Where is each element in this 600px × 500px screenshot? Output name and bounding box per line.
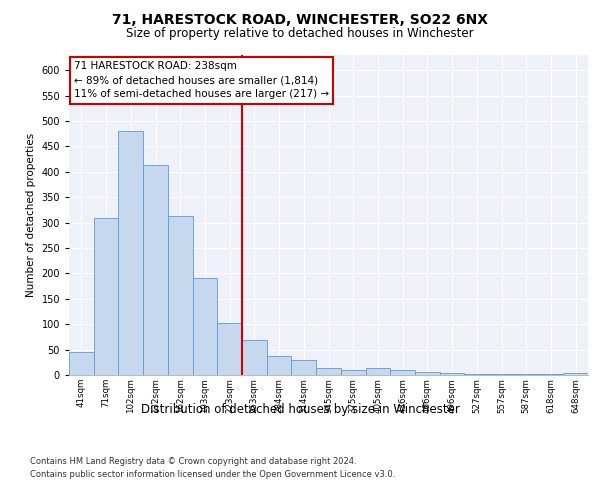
Text: Distribution of detached houses by size in Winchester: Distribution of detached houses by size … xyxy=(140,402,460,415)
Y-axis label: Number of detached properties: Number of detached properties xyxy=(26,133,36,297)
Text: 71, HARESTOCK ROAD, WINCHESTER, SO22 6NX: 71, HARESTOCK ROAD, WINCHESTER, SO22 6NX xyxy=(112,12,488,26)
Bar xyxy=(539,374,563,375)
Bar xyxy=(69,352,94,375)
Bar xyxy=(489,374,514,375)
Bar xyxy=(193,278,217,375)
Bar xyxy=(94,218,118,375)
Bar xyxy=(514,374,539,375)
Bar xyxy=(563,373,588,375)
Bar xyxy=(143,165,168,375)
Bar xyxy=(316,368,341,375)
Bar xyxy=(415,372,440,375)
Bar xyxy=(440,373,464,375)
Bar xyxy=(464,374,489,375)
Bar xyxy=(365,368,390,375)
Text: 71 HARESTOCK ROAD: 238sqm
← 89% of detached houses are smaller (1,814)
11% of se: 71 HARESTOCK ROAD: 238sqm ← 89% of detac… xyxy=(74,62,329,100)
Bar xyxy=(292,360,316,375)
Bar xyxy=(390,370,415,375)
Text: Size of property relative to detached houses in Winchester: Size of property relative to detached ho… xyxy=(126,28,474,40)
Text: Contains HM Land Registry data © Crown copyright and database right 2024.
Contai: Contains HM Land Registry data © Crown c… xyxy=(30,458,395,479)
Bar xyxy=(242,340,267,375)
Bar xyxy=(217,323,242,375)
Bar xyxy=(267,356,292,375)
Bar xyxy=(168,216,193,375)
Bar xyxy=(118,131,143,375)
Bar xyxy=(341,370,365,375)
